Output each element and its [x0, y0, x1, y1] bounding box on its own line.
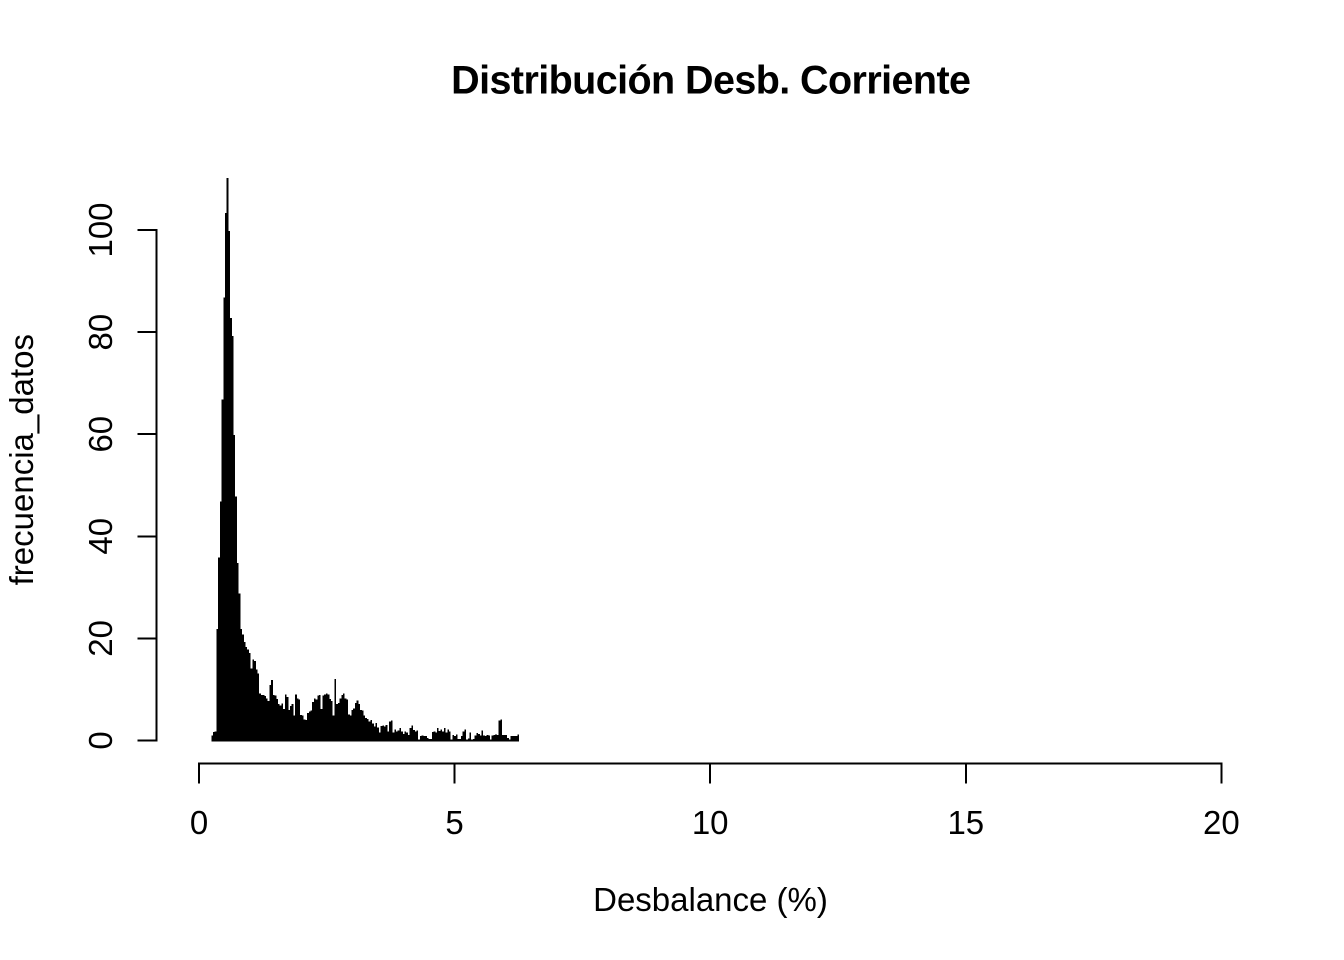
svg-text:Distribución Desb. Corriente: Distribución Desb. Corriente — [451, 59, 970, 103]
svg-text:100: 100 — [82, 202, 119, 257]
svg-text:Desbalance (%): Desbalance (%) — [593, 881, 828, 918]
svg-text:60: 60 — [82, 416, 119, 453]
svg-text:5: 5 — [445, 804, 463, 841]
svg-text:0: 0 — [82, 731, 119, 749]
svg-text:15: 15 — [947, 804, 984, 841]
svg-text:80: 80 — [82, 314, 119, 351]
svg-text:40: 40 — [82, 518, 119, 555]
svg-text:10: 10 — [692, 804, 729, 841]
svg-text:0: 0 — [190, 804, 208, 841]
svg-text:20: 20 — [82, 620, 119, 657]
svg-text:frecuencia_datos: frecuencia_datos — [3, 334, 40, 585]
svg-text:20: 20 — [1203, 804, 1240, 841]
